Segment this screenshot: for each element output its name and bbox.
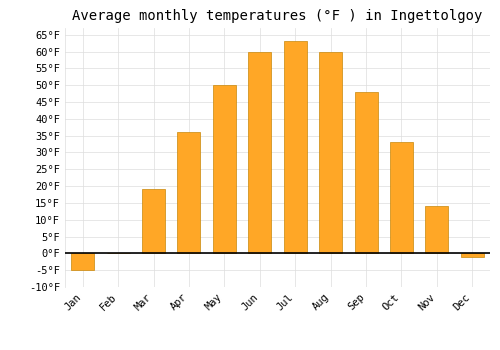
Bar [248,51,272,253]
Bar [461,253,484,257]
Bar [213,85,236,253]
Title: Average monthly temperatures (°F ) in Ingettolgoy: Average monthly temperatures (°F ) in In… [72,9,482,23]
Bar [284,41,306,253]
Bar [142,189,165,253]
Bar [319,51,342,253]
Bar [354,92,378,253]
Bar [178,132,201,253]
Bar [390,142,413,253]
Bar [426,206,448,253]
Bar [71,253,94,270]
